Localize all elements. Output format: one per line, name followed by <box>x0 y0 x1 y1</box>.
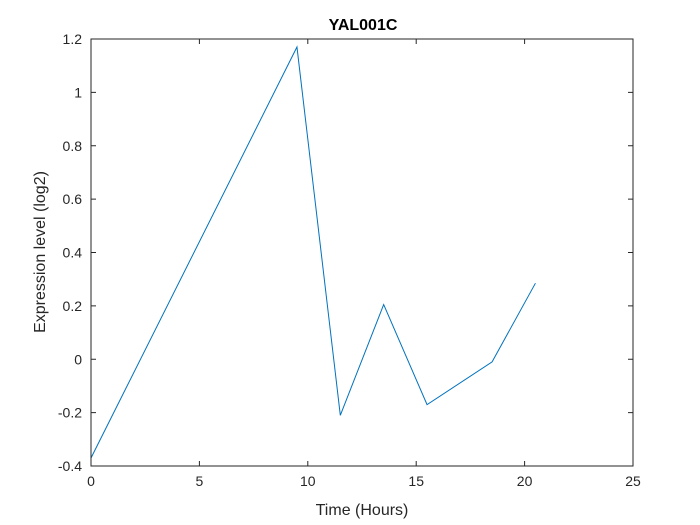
chart-title: YAL001C <box>329 17 398 34</box>
y-tick-label: 0.6 <box>63 191 83 207</box>
y-tick-label: -0.2 <box>58 405 82 421</box>
series-line <box>90 45 536 459</box>
plot-area <box>91 39 633 466</box>
x-tick-label: 25 <box>625 473 641 489</box>
y-tick-label: 0.2 <box>63 298 83 314</box>
x-axis-label: Time (Hours) <box>316 502 409 519</box>
plot-frame <box>90 38 634 467</box>
x-tick-label: 10 <box>300 473 316 489</box>
y-tick-label: 1 <box>74 84 82 100</box>
series-layer <box>90 45 536 459</box>
x-tick-label: 20 <box>517 473 533 489</box>
axis-ticks: 0 5 10 15 20 25 -0.4 -0.2 0 0.2 0.4 0.6 0.8 1 1.2 <box>58 31 641 489</box>
y-axis-label: Expression level (log2) <box>32 171 49 333</box>
x-tick-label: 15 <box>408 473 424 489</box>
x-tick-label: 0 <box>87 473 95 489</box>
y-tick-label: 0.4 <box>63 245 83 261</box>
y-tick-label: 0 <box>74 351 82 367</box>
y-tick-label: 1.2 <box>63 31 83 47</box>
y-tick-label: -0.4 <box>58 458 82 474</box>
y-tick-label: 0.8 <box>63 138 83 154</box>
x-tick-label: 5 <box>196 473 204 489</box>
